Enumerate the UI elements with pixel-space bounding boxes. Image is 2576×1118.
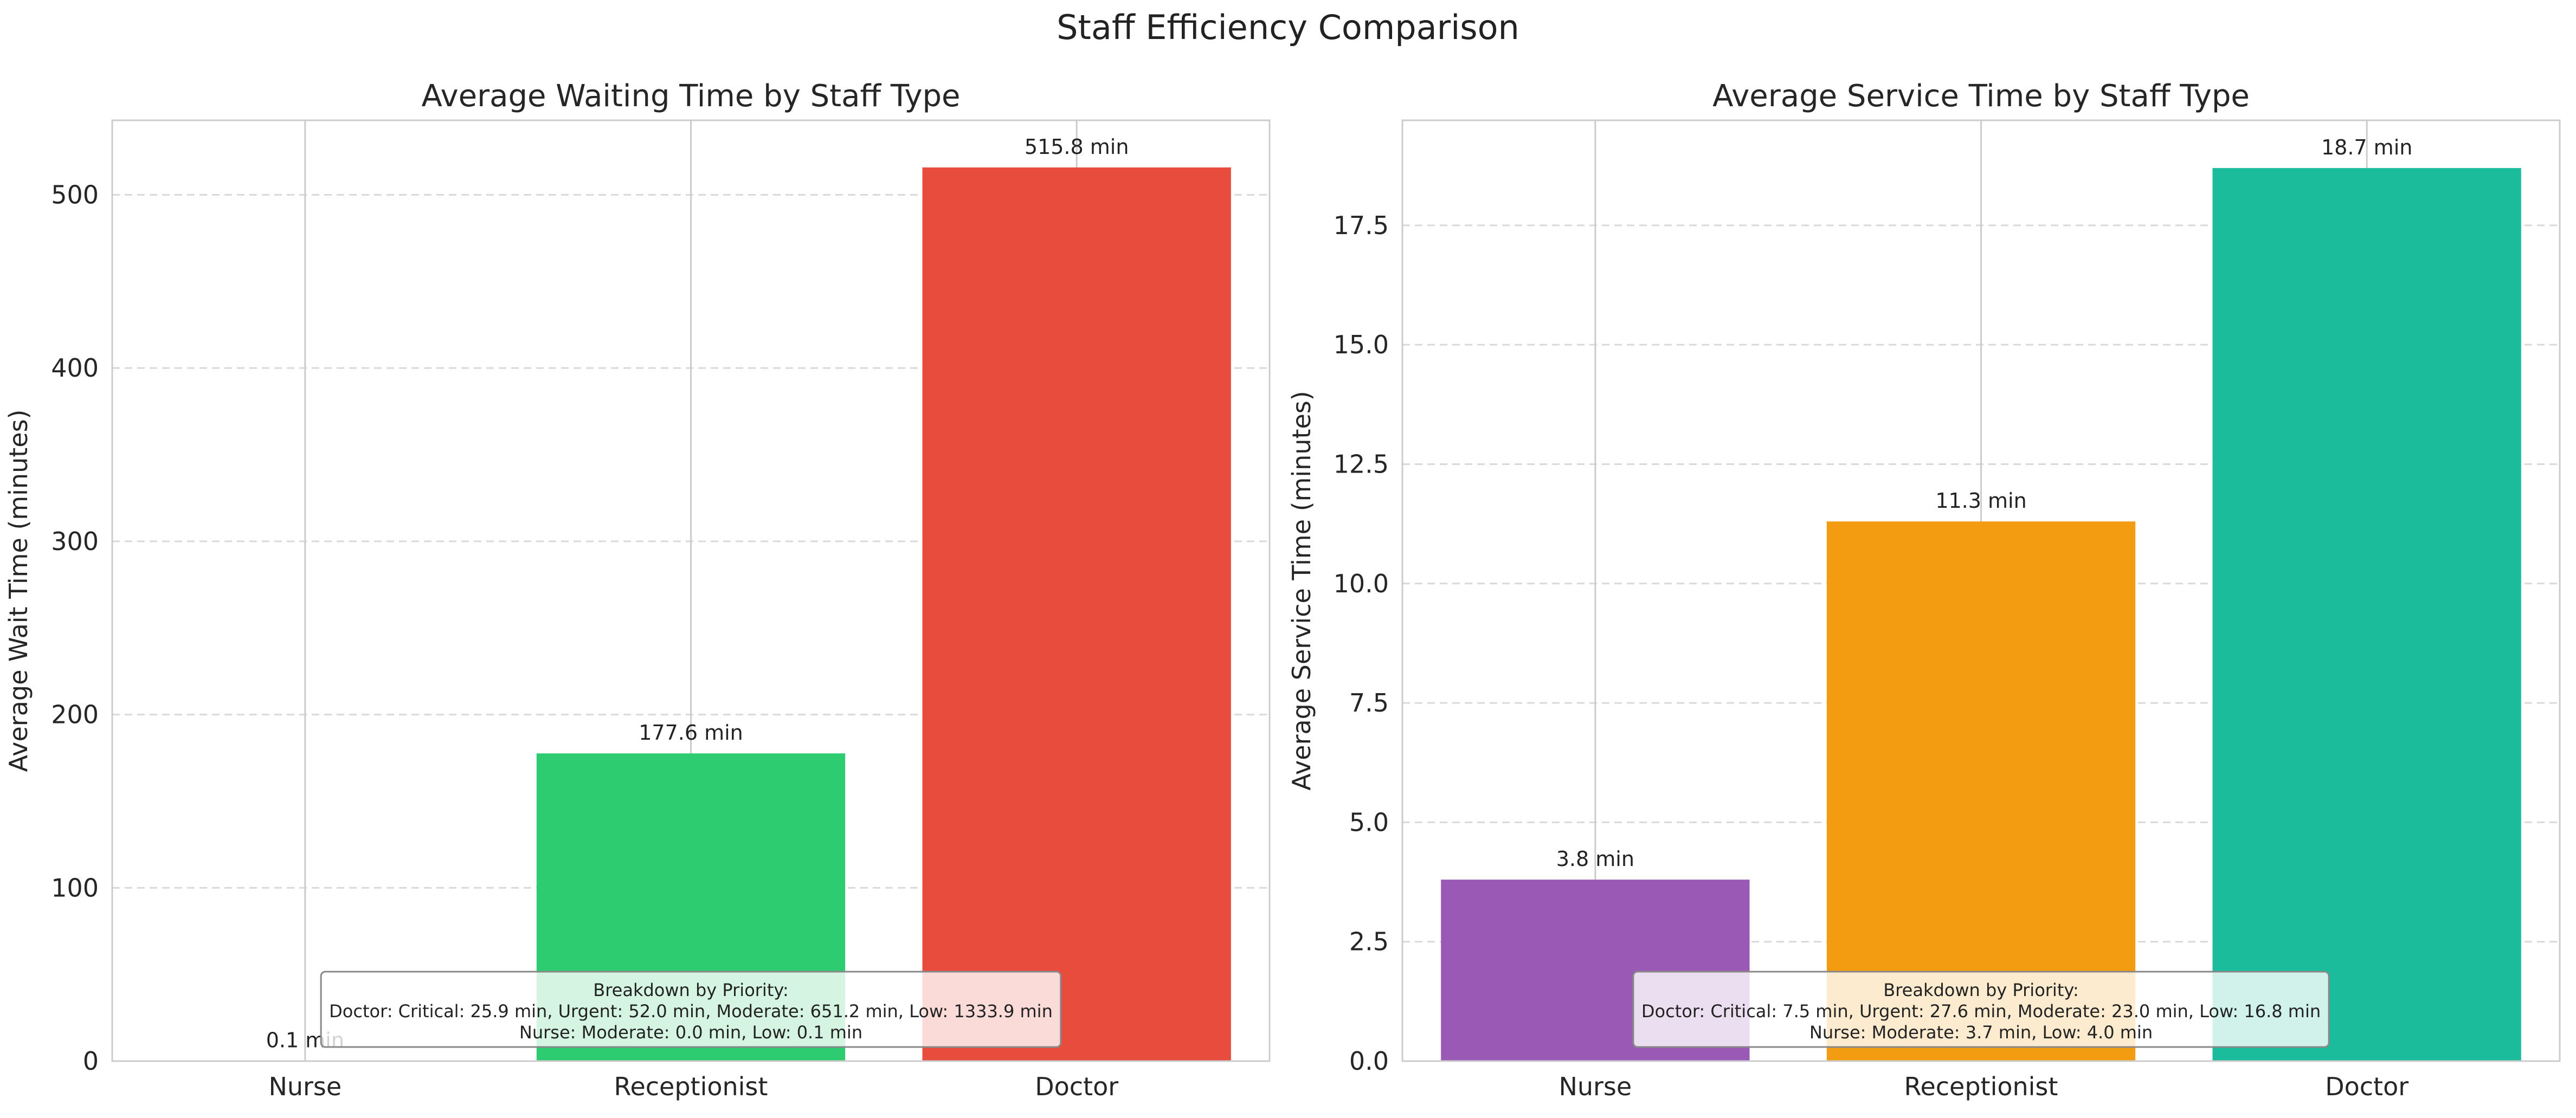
service-annotation-box (1632, 971, 2330, 1048)
wait-annotation-line: Nurse: Moderate: 0.0 min, Low: 0.1 min (519, 1022, 862, 1043)
wait-annotation-line: Breakdown by Priority: (593, 980, 789, 1000)
wait-y-tick-label: 400 (51, 353, 99, 383)
wait-chart-title: Average Waiting Time by Staff Type (422, 79, 961, 114)
service-y-tick-label: 7.5 (1349, 688, 1389, 718)
service-annotation-line: Nurse: Moderate: 3.7 min, Low: 4.0 min (1809, 1022, 2153, 1043)
wait-y-axis-label: Average Wait Time (minutes) (4, 410, 33, 772)
service-value-label: 3.8 min (1556, 847, 1634, 871)
wait-annotation: Breakdown by Priority:Doctor: Critical: … (320, 971, 1062, 1048)
service-y-tick-label: 17.5 (1334, 211, 1389, 240)
service-annotation-line: Breakdown by Priority: (1883, 980, 2079, 1000)
wait-axes-frame (111, 119, 1271, 1062)
wait-y-tick-label: 0 (83, 1046, 99, 1076)
service-axes-frame (1401, 119, 2561, 1062)
service-y-axis-label: Average Service Time (minutes) (1287, 391, 1316, 790)
wait-annotation-line: Doctor: Critical: 25.9 min, Urgent: 52.0… (329, 1001, 1053, 1022)
service-chart: 0.0 2.5 5.0 7.5 10.0 12.5 15.0 17.5 3.8 min 11.3 … (1287, 79, 2561, 1101)
wait-y-tick-label: 100 (51, 873, 99, 902)
service-value-label: 18.7 min (2321, 135, 2412, 159)
wait-y-tick-label: 300 (51, 527, 99, 556)
service-x-tick-label: Nurse (1559, 1072, 1632, 1101)
wait-y-tick-label: 500 (51, 180, 99, 209)
wait-x-tick-label: Nurse (268, 1072, 342, 1101)
wait-x-tick-label: Receptionist (614, 1072, 768, 1101)
service-y-tick-label: 12.5 (1334, 449, 1389, 479)
service-value-label: 11.3 min (1935, 489, 2026, 513)
wait-value-label: 515.8 min (1025, 135, 1129, 159)
service-annotation: Breakdown by Priority:Doctor: Critical: … (1632, 971, 2330, 1048)
wait-bar-doctor (922, 167, 1231, 1061)
figure-title: Staff Efficiency Comparison (1057, 8, 1519, 47)
service-annotation-line: Doctor: Critical: 7.5 min, Urgent: 27.6 … (1641, 1001, 2321, 1022)
service-x-tick-label: Doctor (2325, 1072, 2408, 1101)
service-y-tick-label: 10.0 (1334, 569, 1389, 598)
service-bar-doctor (2212, 168, 2521, 1061)
service-y-tick-label: 2.5 (1349, 927, 1389, 957)
service-x-tick-label: Receptionist (1904, 1072, 2058, 1101)
service-y-tick-label: 5.0 (1349, 807, 1389, 837)
wait-annotation-box (320, 971, 1062, 1048)
wait-y-tick-label: 200 (51, 700, 99, 729)
wait-x-tick-label: Doctor (1035, 1072, 1118, 1101)
service-y-tick-label: 0.0 (1349, 1046, 1389, 1076)
wait-value-label: 177.6 min (639, 721, 743, 745)
service-y-tick-label: 15.0 (1334, 330, 1389, 359)
service-chart-title: Average Service Time by Staff Type (1712, 79, 2250, 114)
